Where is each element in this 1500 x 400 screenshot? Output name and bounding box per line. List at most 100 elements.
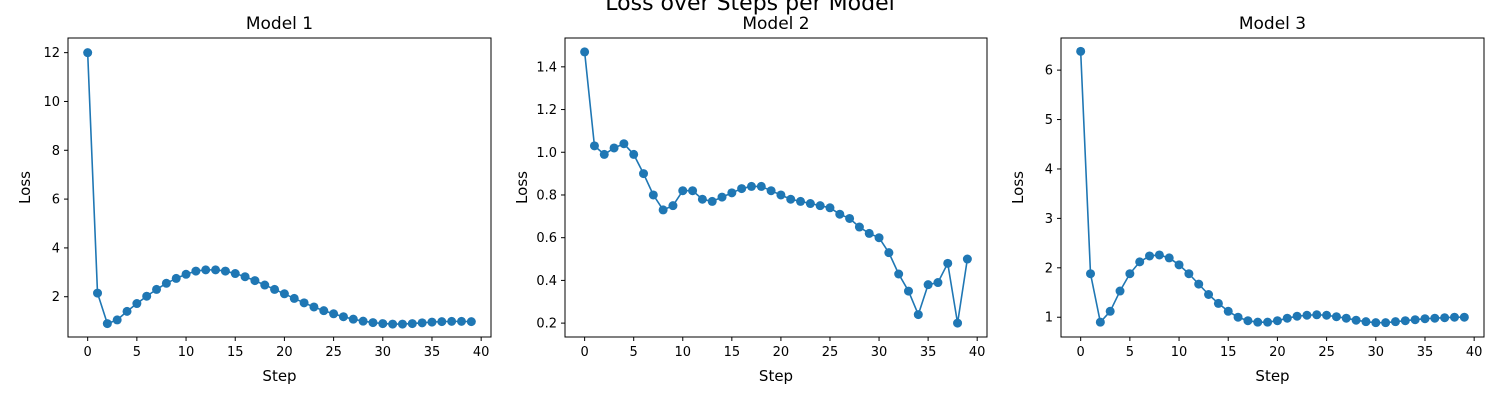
data-point — [220, 266, 230, 276]
data-point — [83, 48, 93, 58]
data-point — [815, 201, 825, 211]
x-tick-label: 10 — [674, 345, 691, 360]
data-point — [776, 190, 786, 200]
panel-3-xlabel: Step — [1255, 367, 1289, 385]
data-point — [1440, 313, 1450, 323]
panel-3-title: Model 3 — [1239, 14, 1306, 34]
data-point — [102, 319, 112, 329]
x-tick-label: 35 — [424, 345, 441, 360]
data-point — [329, 309, 339, 319]
data-point — [1086, 269, 1096, 279]
x-tick-label: 5 — [1126, 345, 1134, 360]
y-tick-label: 4 — [52, 241, 60, 256]
x-tick-label: 35 — [1417, 345, 1434, 360]
y-tick-label: 0.8 — [536, 188, 557, 203]
data-point — [378, 319, 388, 329]
panel-3: Model 3 0 5 10 15 20 25 30 35 40 1 2 3 4 5 6 Step Loss — [1009, 14, 1485, 385]
panel-3-series-line — [1079, 51, 1465, 324]
data-point — [348, 314, 358, 324]
data-point — [825, 203, 835, 213]
data-point — [746, 181, 756, 191]
data-point — [1341, 313, 1351, 323]
data-point — [1272, 316, 1282, 326]
data-point — [1381, 318, 1391, 328]
data-point — [1420, 314, 1430, 324]
y-tick-label: 4 — [1045, 162, 1053, 177]
data-point — [93, 288, 103, 298]
data-point — [864, 228, 874, 238]
data-point — [1449, 312, 1459, 322]
data-point — [240, 272, 250, 282]
x-tick-label: 10 — [1171, 345, 1188, 360]
data-point — [1076, 46, 1086, 56]
data-point — [122, 306, 132, 316]
data-point — [688, 186, 698, 196]
panel-1: Model 1 0 5 10 15 20 25 30 35 40 2 4 6 8 10 12 Step Loss — [16, 14, 492, 385]
data-point — [1105, 306, 1115, 316]
data-point — [737, 184, 747, 194]
data-point — [1390, 317, 1400, 327]
y-tick-label: 6 — [1045, 64, 1053, 79]
figure-suptitle: Loss over Steps per Model — [605, 0, 894, 16]
data-point — [309, 302, 319, 312]
y-tick-label: 0.2 — [536, 317, 557, 332]
x-tick-label: 0 — [580, 345, 588, 360]
data-point — [211, 265, 221, 275]
data-point — [609, 143, 619, 153]
y-tick-label: 0.4 — [536, 274, 557, 289]
x-tick-label: 10 — [178, 345, 195, 360]
data-point — [648, 190, 658, 200]
data-point — [358, 316, 368, 326]
x-tick-label: 0 — [1077, 345, 1085, 360]
y-tick-label: 3 — [1045, 212, 1053, 227]
x-tick-label: 20 — [276, 345, 293, 360]
data-point — [658, 205, 668, 215]
panel-2-frame — [564, 37, 988, 338]
data-point — [805, 199, 815, 209]
y-tick-label: 1.0 — [536, 146, 557, 161]
x-tick-label: 5 — [133, 345, 141, 360]
x-tick-label: 20 — [1269, 345, 1286, 360]
x-tick-label: 5 — [630, 345, 638, 360]
data-point — [619, 139, 629, 149]
x-tick-label: 0 — [84, 345, 92, 360]
data-point — [437, 317, 447, 327]
data-point — [299, 298, 309, 308]
data-point — [599, 149, 609, 159]
data-point — [1243, 316, 1253, 326]
data-point — [1302, 310, 1312, 320]
x-tick-label: 15 — [1220, 345, 1237, 360]
data-point — [397, 319, 407, 329]
data-point — [884, 248, 894, 258]
data-point — [717, 192, 727, 202]
data-point — [1430, 313, 1440, 323]
data-point — [1095, 317, 1105, 327]
data-point — [1253, 317, 1263, 327]
data-point — [1223, 306, 1233, 316]
data-point — [923, 280, 933, 290]
data-point — [1282, 313, 1292, 323]
x-tick-label: 20 — [773, 345, 790, 360]
x-tick-label: 15 — [227, 345, 244, 360]
data-point — [580, 47, 590, 57]
data-point — [678, 186, 688, 196]
x-tick-label: 35 — [920, 345, 937, 360]
data-point — [1184, 269, 1194, 279]
data-point — [1204, 289, 1214, 299]
data-point — [629, 149, 639, 159]
data-point — [845, 213, 855, 223]
data-point — [1371, 318, 1381, 328]
x-tick-label: 40 — [1466, 345, 1483, 360]
data-point — [874, 233, 884, 243]
x-tick-label: 30 — [1368, 345, 1385, 360]
data-point — [161, 278, 171, 288]
data-point — [668, 201, 678, 211]
x-tick-label: 40 — [473, 345, 490, 360]
data-point — [756, 181, 766, 191]
data-point — [1164, 253, 1174, 263]
x-tick-label: 30 — [375, 345, 392, 360]
data-point — [1135, 257, 1145, 267]
data-point — [1400, 316, 1410, 326]
data-point — [427, 317, 437, 327]
